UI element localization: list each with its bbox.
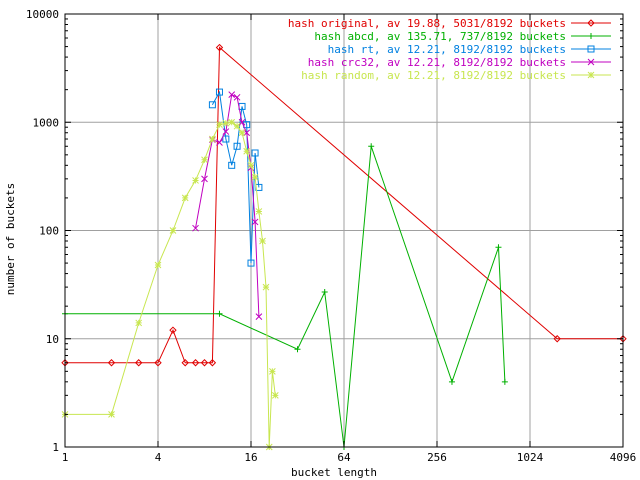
data-point (107, 359, 116, 367)
series-line (195, 93, 260, 317)
data-point (228, 118, 236, 126)
legend-label: hash random, av 12.21, 8192/8192 buckets (301, 69, 566, 82)
y-tick-label: 1000 (33, 116, 60, 129)
legend-swatch-marker (587, 71, 595, 79)
data-point (262, 283, 270, 291)
data-point (201, 156, 208, 164)
data-point (215, 88, 223, 96)
y-tick-label: 10 (46, 333, 59, 346)
x-tick-label: 1 (62, 451, 69, 464)
data-point (233, 142, 241, 150)
data-point (251, 173, 259, 181)
series-line (65, 46, 623, 364)
legend-label: hash abcd, av 135.71, 737/8192 buckets (314, 30, 566, 43)
legend-label: hash original, av 19.88, 5031/8192 bucke… (288, 17, 566, 30)
data-point (238, 118, 246, 126)
x-tick-label: 1024 (517, 451, 544, 464)
legend-swatch-marker (588, 33, 594, 39)
data-point (208, 101, 216, 109)
data-point (233, 122, 241, 130)
data-point (243, 121, 251, 129)
data-point (192, 177, 199, 184)
y-axis-title: number of buckets (4, 183, 17, 296)
data-point (201, 175, 208, 183)
y-tick-label: 1 (52, 441, 59, 454)
legend-swatch-marker (587, 19, 595, 27)
data-point (553, 335, 561, 343)
legend-label: hash crc32, av 12.21, 8192/8192 buckets (308, 56, 566, 69)
data-point (216, 139, 223, 146)
data-point (222, 135, 230, 143)
x-tick-label: 4096 (610, 451, 637, 464)
x-axis-title: bucket length (291, 466, 377, 479)
data-point (209, 135, 216, 143)
data-point (228, 161, 236, 169)
data-point (501, 378, 508, 385)
data-point (294, 346, 301, 353)
data-point (215, 43, 224, 52)
data-point (181, 359, 189, 367)
data-point (243, 147, 251, 155)
legend-label: hash rt, av 12.21, 8192/8192 buckets (328, 43, 566, 56)
data-point (216, 310, 223, 317)
data-point (135, 319, 143, 327)
data-point (448, 378, 455, 385)
y-tick-label: 100 (39, 225, 59, 238)
legend-swatch-marker (587, 58, 595, 66)
data-point (255, 313, 263, 321)
data-point (251, 218, 259, 226)
data-point (216, 121, 223, 129)
data-point (255, 208, 263, 215)
legend: hash original, av 19.88, 5031/8192 bucke… (288, 17, 611, 82)
data-point (233, 93, 241, 101)
data-point (368, 143, 375, 150)
data-point (251, 149, 259, 157)
x-tick-label: 4 (155, 451, 162, 464)
legend-swatch-marker (587, 45, 595, 53)
data-point (169, 326, 177, 334)
data-point (134, 359, 143, 367)
data-point (108, 411, 115, 418)
data-point (259, 237, 266, 245)
data-point (208, 359, 217, 367)
data-point (247, 161, 255, 169)
data-point (238, 129, 246, 137)
data-point (269, 367, 276, 375)
data-point (200, 359, 209, 367)
data-point (169, 227, 177, 234)
x-tick-label: 256 (427, 451, 447, 464)
data-point (192, 224, 199, 232)
data-point (321, 289, 328, 296)
data-point (228, 91, 236, 98)
data-point (181, 194, 189, 202)
ticks: 1 4 16 64 256 1024 4096 1 10 100 1000 10000 (26, 8, 636, 464)
y-tick-label: 10000 (26, 8, 59, 21)
data-point (222, 128, 230, 135)
data-point (191, 359, 200, 367)
x-tick-label: 16 (244, 451, 257, 464)
data-point (154, 359, 162, 367)
data-point (271, 391, 279, 399)
x-tick-label: 64 (337, 451, 351, 464)
data-point (154, 261, 162, 269)
data-point (495, 244, 502, 251)
data-point (247, 259, 255, 267)
data-point (222, 119, 230, 127)
